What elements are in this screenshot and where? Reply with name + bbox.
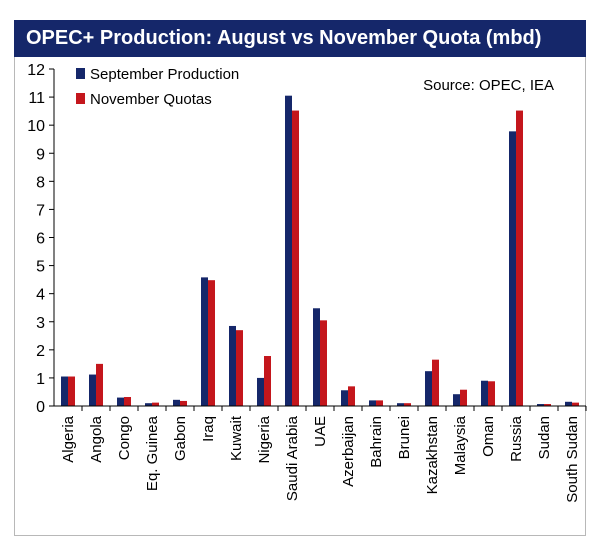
y-tick-label: 1 [36, 371, 45, 388]
y-tick-label: 4 [36, 287, 45, 304]
y-tick-label: 9 [36, 146, 45, 163]
source-note: Source: OPEC, IEA [423, 77, 554, 94]
bar-september-production [369, 400, 376, 406]
y-tick-label: 2 [36, 343, 45, 360]
y-tick-label: 11 [28, 90, 45, 107]
bar-september-production [229, 325, 236, 406]
x-tick-label: Nigeria [256, 415, 273, 463]
y-tick-label: 6 [36, 231, 45, 248]
x-tick-label: Algeria [60, 415, 77, 462]
bar-november-quota [264, 356, 271, 406]
legend-label: November Quotas [90, 91, 212, 108]
x-tick-label: Bahrain [368, 416, 385, 468]
y-tick-label: 12 [27, 62, 45, 79]
bar-september-production [397, 403, 404, 406]
bar-september-production [173, 399, 180, 406]
bars [61, 95, 579, 407]
x-tick-label: Sudan [536, 416, 553, 459]
bar-september-production [257, 377, 264, 406]
bar-november-quota [292, 110, 299, 407]
x-tick-label: Gabon [172, 416, 189, 461]
bar-november-quota [432, 359, 439, 406]
x-tick-label: Kazakhstan [424, 416, 441, 494]
bar-september-production [285, 95, 292, 406]
x-tick-label: Iraq [200, 416, 217, 442]
bar-september-production [89, 374, 96, 406]
x-tick-label: South Sudan [564, 416, 581, 503]
bar-september-production [537, 404, 544, 406]
bar-november-quota [180, 400, 187, 406]
legend-swatch [76, 93, 85, 104]
y-tick-label: 5 [36, 259, 45, 276]
legend-swatch [76, 68, 85, 79]
bar-november-quota [320, 320, 327, 406]
bar-september-production [201, 277, 208, 406]
bar-november-quota [96, 363, 103, 406]
bar-september-production [61, 376, 68, 406]
y-tick-label: 8 [36, 174, 45, 191]
bar-november-quota [544, 404, 551, 406]
x-tick-label: Malaysia [452, 415, 469, 475]
x-axis-ticks: Algeria Angola Congo Eq. Guinea Gabon Iraq Kuw… [60, 406, 587, 503]
x-tick-label: Azerbaijan [340, 416, 357, 487]
x-tick-label: Congo [116, 416, 133, 460]
bar-november-quota [152, 402, 159, 406]
x-tick-label: Kuwait [228, 415, 245, 461]
bar-september-production [425, 371, 432, 406]
bar-november-quota [572, 402, 579, 406]
bar-november-quota [376, 400, 383, 406]
bar-november-quota [236, 330, 243, 406]
x-tick-label: Russia [508, 415, 525, 462]
bar-november-quota [68, 376, 75, 406]
bar-november-quota [404, 403, 411, 406]
bar-september-production [453, 394, 460, 406]
bar-november-quota [124, 397, 131, 406]
bar-november-quota [488, 381, 495, 406]
legend-label: September Production [90, 66, 239, 83]
y-tick-label: 7 [36, 202, 45, 219]
bar-november-quota [460, 389, 467, 406]
x-tick-label: Oman [480, 416, 497, 457]
bar-september-production [565, 401, 572, 406]
bar-september-production [145, 403, 152, 406]
bar-september-production [313, 308, 320, 406]
legend: September Production November Quotas [76, 66, 239, 108]
bar-september-production [117, 397, 124, 406]
x-tick-label: Eq. Guinea [144, 415, 161, 491]
y-tick-label: 3 [36, 315, 45, 332]
bar-september-production [509, 131, 516, 406]
bar-november-quota [208, 280, 215, 406]
x-tick-label: Brunei [396, 416, 413, 459]
chart-title: OPEC+ Production: August vs November Quo… [14, 20, 586, 57]
bar-november-quota [348, 386, 355, 406]
x-tick-label: UAE [312, 416, 329, 447]
bar-november-quota [516, 110, 523, 407]
x-tick-label: Saudi Arabia [284, 415, 301, 501]
y-tick-label: 10 [27, 118, 45, 135]
bar-september-production [341, 390, 348, 406]
bar-september-production [481, 380, 488, 406]
x-tick-label: Angola [88, 415, 105, 462]
y-tick-label: 0 [36, 399, 45, 416]
